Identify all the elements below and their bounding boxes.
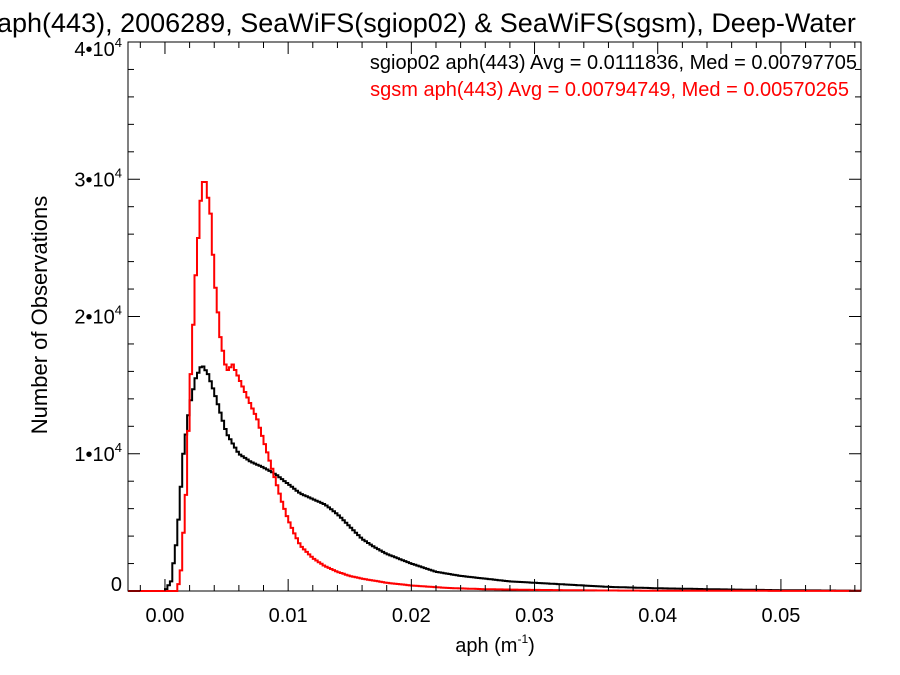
x-tick-label: 0.05 <box>761 605 800 627</box>
series-layer <box>128 181 861 592</box>
series-line-sgiop02 <box>128 365 861 592</box>
x-tick-label: 0.01 <box>269 605 308 627</box>
x-tick-label: 0.04 <box>638 605 677 627</box>
legend: sgiop02 aph(443) Avg = 0.0111836, Med = … <box>370 52 857 101</box>
y-tick-label: 1•104 <box>74 440 122 466</box>
y-tick-label: 2•104 <box>74 303 122 329</box>
y-axis-label: Number of Observations <box>27 196 52 434</box>
legend-sgiop02-label: sgiop02 aph(443) Avg = 0.0111836, Med = … <box>370 52 857 74</box>
legend-sgsm-label: sgsm aph(443) Avg = 0.00794749, Med = 0.… <box>370 79 849 101</box>
x-tick-label: 0.03 <box>515 605 554 627</box>
ticks-layer: 0.00 0.01 0.02 0.03 0.04 0.05 0 1•104 2•104 3•104… <box>74 35 861 627</box>
y-tick-label: 3•104 <box>74 165 122 191</box>
x-axis-label: aph (m-1) <box>455 632 535 657</box>
plot-frame <box>127 41 862 592</box>
series-line-sgsm <box>128 181 861 592</box>
chart-title: aph(443), 2006289, SeaWiFS(sgiop02) & Se… <box>0 8 856 38</box>
x-tick-label: 0.02 <box>392 605 431 627</box>
y-tick-label: 4•104 <box>74 35 122 61</box>
x-tick-label: 0.00 <box>145 605 184 627</box>
y-tick-label: 0 <box>111 574 122 596</box>
